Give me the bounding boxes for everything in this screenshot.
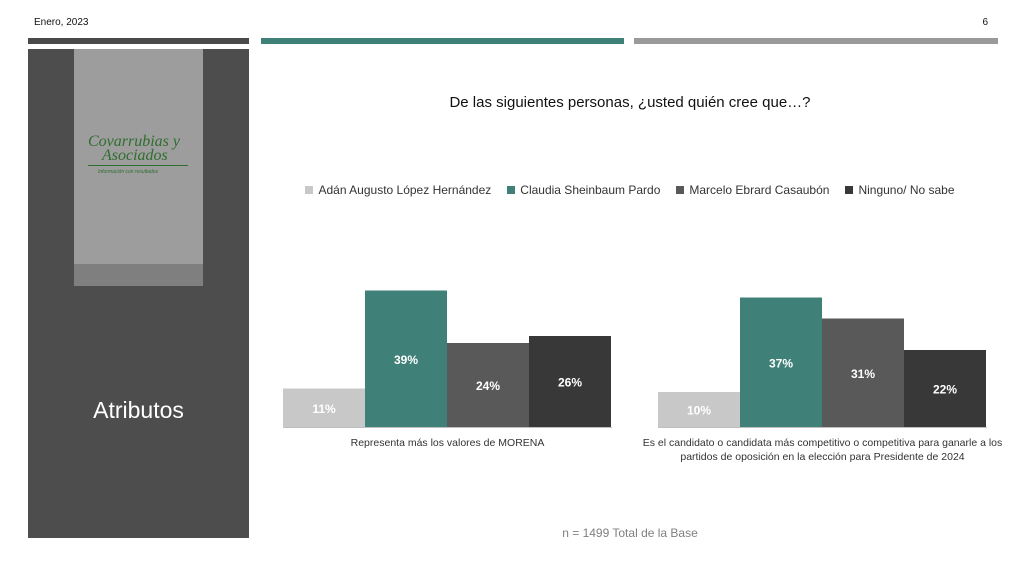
legend-swatch-claudia: [507, 186, 516, 194]
data-label-claudia-cat-2: 37%: [769, 356, 793, 370]
chart-title: De las siguientes personas, ¿usted quién…: [449, 94, 811, 111]
company-logo: Covarrubias y Asociados: [88, 133, 198, 164]
logo-line-2: Asociados: [102, 147, 168, 164]
legend-swatch-ninguno: [845, 186, 854, 194]
data-label-ninguno-cat-2: 22%: [933, 383, 957, 397]
legend-item-ninguno: Ninguno/ No sabe: [845, 183, 955, 197]
category-label-2: Es el candidato o candidata más competit…: [643, 437, 1003, 463]
legend-swatch-adan: [305, 186, 314, 194]
legend-item-marcelo: Marcelo Ebrard Casaubón: [676, 183, 829, 197]
data-label-marcelo-cat-1: 24%: [476, 379, 500, 393]
bar-adan-cat-1: [283, 388, 365, 427]
logo-line-1: Covarrubias y: [88, 133, 180, 150]
data-label-claudia-cat-1: 39%: [394, 353, 418, 367]
legend-swatch-marcelo: [676, 186, 685, 194]
data-label-adan-cat-2: 10%: [687, 404, 711, 418]
header-band-dark: [28, 38, 249, 44]
header-date: Enero, 2023: [34, 17, 89, 28]
bar-marcelo-cat-2: [822, 318, 904, 427]
bar-ninguno-cat-2: [904, 350, 986, 427]
page-number: 6: [982, 17, 988, 28]
logo-rule: [88, 165, 188, 166]
bar-marcelo-cat-1: [447, 343, 529, 427]
logo-strip: [74, 264, 203, 286]
bar-ninguno-cat-1: [529, 336, 611, 427]
logo-panel: Covarrubias y Asociados Información con …: [74, 49, 203, 286]
legend-label-marcelo: Marcelo Ebrard Casaubón: [689, 183, 830, 197]
chart-legend: Adán Augusto López Hernández Claudia She…: [262, 183, 998, 197]
data-label-marcelo-cat-2: 31%: [851, 367, 875, 381]
bar-adan-cat-2: [658, 392, 740, 427]
data-label-adan-cat-1: 11%: [312, 402, 336, 416]
legend-label-adan: Adán Augusto López Hernández: [318, 183, 492, 197]
legend-item-claudia: Claudia Sheinbaum Pardo: [507, 183, 660, 197]
legend-item-adan: Adán Augusto López Hernández: [305, 183, 491, 197]
logo-tagline: Información con resultados: [98, 169, 159, 175]
bar-claudia-cat-2: [740, 297, 822, 427]
bar-claudia-cat-1: [365, 290, 447, 427]
data-label-ninguno-cat-1: 26%: [558, 376, 582, 390]
sidebar: Covarrubias y Asociados Información con …: [28, 49, 249, 538]
category-label-1: Representa más los valores de MORENA: [351, 437, 545, 449]
sample-size-note: n = 1499 Total de la Base: [562, 526, 698, 540]
section-title: Atributos: [93, 397, 184, 423]
legend-label-ninguno: Ninguno/ No sabe: [858, 183, 955, 197]
header-band-gray: [634, 38, 998, 44]
header-band-teal: [261, 38, 624, 44]
legend-label-claudia: Claudia Sheinbaum Pardo: [520, 183, 661, 197]
